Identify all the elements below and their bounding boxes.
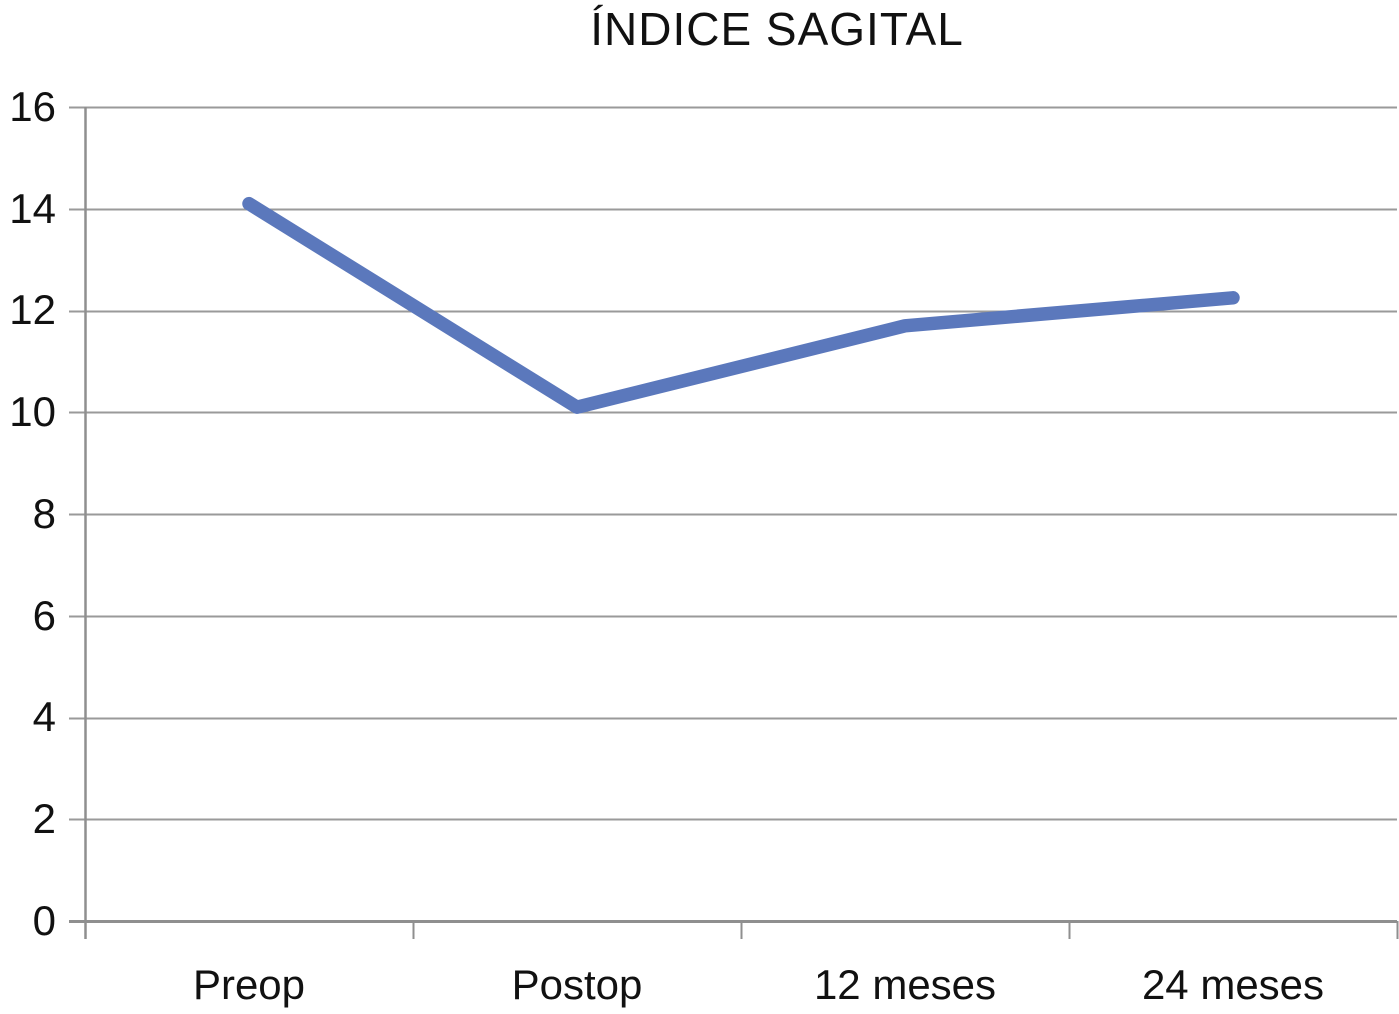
y-tick-label: 6 — [32, 592, 56, 639]
x-category-label: 12 meses — [813, 961, 997, 1008]
chart-title: ÍNDICE SAGITAL — [590, 3, 964, 55]
series-line — [242, 196, 1240, 414]
y-tick-label: 14 — [9, 185, 56, 232]
y-tick-label: 8 — [32, 490, 56, 537]
y-tick-label: 0 — [32, 897, 56, 944]
x-category-label: Postop — [511, 961, 643, 1008]
y-tick-label: 2 — [32, 795, 56, 842]
y-tick-label: 12 — [9, 286, 56, 333]
y-tick-label: 4 — [32, 693, 56, 740]
x-category-label: 24 meses — [1141, 961, 1325, 1008]
x-category-label: Preop — [192, 961, 306, 1008]
y-tick-label: 10 — [9, 388, 56, 435]
y-tick-label: 16 — [9, 83, 56, 130]
